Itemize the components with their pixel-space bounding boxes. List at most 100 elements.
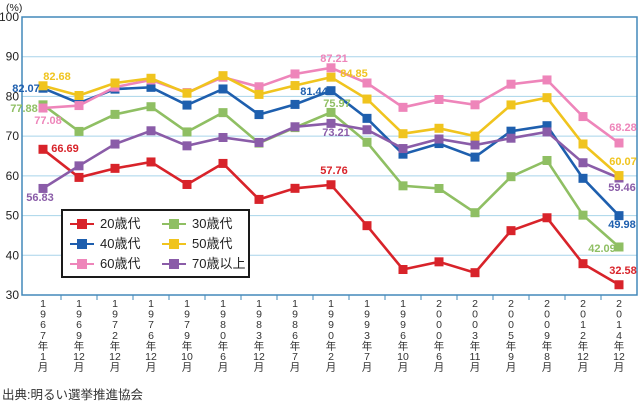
data-point-60歳代	[398, 102, 408, 112]
data-point-50歳代	[434, 123, 444, 133]
data-point-50歳代	[506, 100, 516, 110]
legend-item-20歳代: 20歳代	[70, 215, 162, 232]
data-point-30歳代	[506, 172, 516, 182]
data-label-40歳代: 49.98	[608, 219, 636, 231]
data-point-70歳以上	[470, 140, 480, 150]
data-point-60歳代	[614, 138, 624, 148]
data-point-40歳代	[326, 86, 336, 96]
y-axis-label: 90	[6, 50, 20, 64]
data-point-70歳以上	[506, 133, 516, 143]
data-point-30歳代	[110, 109, 120, 119]
data-point-20歳代	[290, 183, 300, 193]
y-axis-label: 40	[6, 248, 20, 262]
data-point-30歳代	[74, 126, 84, 136]
chart-legend: 20歳代 30歳代 40歳代 50歳代 60歳代 70歳以上	[61, 209, 250, 278]
data-label-70歳以上: 73.21	[322, 127, 350, 139]
legend-item-70歳以上: 70歳以上	[162, 255, 248, 272]
data-point-20歳代	[218, 158, 228, 168]
data-point-70歳以上	[110, 139, 120, 149]
legend-item-50歳代: 50歳代	[162, 235, 248, 252]
data-point-40歳代	[578, 173, 588, 183]
y-axis-label: 50	[6, 209, 20, 223]
data-point-20歳代	[506, 226, 516, 236]
data-point-20歳代	[254, 194, 264, 204]
data-point-20歳代	[182, 179, 192, 189]
data-point-50歳代	[38, 81, 48, 91]
data-point-30歳代	[146, 102, 156, 112]
data-point-40歳代	[470, 152, 480, 162]
y-axis-label: 100	[0, 10, 19, 24]
legend-label: 30歳代	[192, 216, 233, 231]
plot-border	[21, 16, 638, 296]
data-point-60歳代	[434, 94, 444, 104]
data-point-30歳代	[398, 181, 408, 191]
data-point-70歳以上	[326, 118, 336, 128]
data-label-40歳代: 81.44	[300, 86, 328, 98]
data-point-30歳代	[182, 127, 192, 137]
data-point-30歳代	[362, 137, 372, 147]
data-point-30歳代	[542, 155, 552, 165]
data-point-50歳代	[362, 94, 372, 104]
legend-label: 40歳代	[100, 236, 141, 251]
data-point-20歳代	[38, 144, 48, 154]
data-point-50歳代	[398, 129, 408, 139]
data-label-40歳代: 82.07	[12, 83, 40, 95]
data-point-50歳代	[182, 88, 192, 98]
x-axis-label: 2 0 1 2 年 12 月	[577, 298, 589, 374]
data-point-50歳代	[254, 89, 264, 99]
data-label-60歳代: 87.21	[320, 53, 348, 65]
data-point-50歳代	[578, 139, 588, 149]
data-label-60歳代: 68.28	[609, 122, 637, 134]
legend-item-60歳代: 60歳代	[70, 255, 162, 272]
legend-item-30歳代: 30歳代	[162, 215, 248, 232]
data-label-20歳代: 66.69	[51, 143, 79, 155]
legend-label: 50歳代	[192, 236, 233, 251]
x-axis-label: 1 9 6 9 年 12 月	[73, 298, 85, 374]
x-axis-label: 2 0 0 3 年 11 月	[470, 298, 481, 374]
x-axis-label: 1 9 8 3 年 12 月	[253, 298, 265, 374]
data-point-60歳代	[506, 79, 516, 89]
data-point-20歳代	[614, 280, 624, 290]
legend-label: 20歳代	[100, 216, 141, 231]
y-axis-label: 80	[6, 89, 20, 103]
y-axis-unit-label: (%)	[6, 2, 23, 14]
data-point-40歳代	[182, 100, 192, 110]
data-label-20歳代: 32.58	[609, 265, 637, 277]
data-point-40歳代	[614, 211, 624, 221]
data-point-70歳以上	[254, 137, 264, 147]
line-chart-canvas: 100 90 80 70 60 50 40 30 1 9 6 7 年 1 月 1 9 6 9 年 12 月 1 9 7 2 年 12 月…	[0, 10, 638, 374]
data-point-50歳代	[218, 71, 228, 81]
data-point-20歳代	[326, 180, 336, 190]
data-point-20歳代	[434, 257, 444, 267]
data-label-20歳代: 57.76	[320, 165, 348, 177]
data-point-50歳代	[290, 81, 300, 91]
data-point-40歳代	[290, 99, 300, 109]
data-point-70歳以上	[542, 127, 552, 137]
data-point-70歳以上	[290, 122, 300, 132]
data-point-30歳代	[470, 208, 480, 218]
x-axis-label: 1 9 7 2 年 12 月	[109, 298, 121, 374]
data-point-60歳代	[38, 103, 48, 113]
legend-item-40歳代: 40歳代	[70, 235, 162, 252]
x-axis-label: 1 9 9 6 年 10 月	[397, 298, 409, 374]
legend-label: 60歳代	[100, 256, 141, 271]
data-point-20歳代	[74, 172, 84, 182]
data-label-30歳代: 75.97	[323, 98, 351, 110]
data-point-20歳代	[146, 157, 156, 167]
data-point-20歳代	[578, 259, 588, 269]
data-point-70歳以上	[398, 144, 408, 154]
data-label-50歳代: 84.85	[340, 68, 368, 80]
data-point-50歳代	[74, 91, 84, 101]
data-point-30歳代	[326, 107, 336, 117]
data-point-70歳以上	[38, 183, 48, 193]
data-point-70歳以上	[182, 141, 192, 151]
data-label-30歳代: 42.09	[588, 243, 616, 255]
data-label-50歳代: 82.68	[43, 71, 71, 83]
